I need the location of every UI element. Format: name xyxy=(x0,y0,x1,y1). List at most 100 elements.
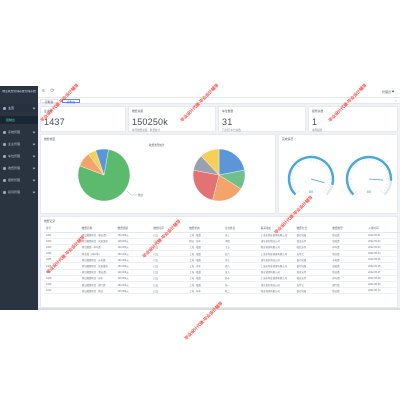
menu-item-icon xyxy=(3,166,6,170)
tab-console[interactable]: 控制台 xyxy=(62,98,81,104)
sidebar-item[interactable]: 收费管理 xyxy=(0,164,38,172)
table-cell: 已交 xyxy=(151,238,188,245)
table-header-cell: 缴费时间 xyxy=(151,225,188,233)
table-cell: 150,000元 xyxy=(115,256,152,264)
close-icon[interactable]: × xyxy=(394,98,397,103)
table-cell: 物业费 xyxy=(330,269,367,276)
table-cell: 支付宝 xyxy=(294,250,331,258)
table-row[interactable]: 1004 物业费（2022年） 150,000元 已交 上海 · 楼盘 赵六 上海市物业管理… xyxy=(44,250,400,258)
table-cell: 1003 xyxy=(44,244,80,252)
sidebar-item[interactable]: 系统管理 xyxy=(0,128,38,136)
horizontal-scrollbar[interactable] xyxy=(38,308,400,310)
table-cell: 陈二 xyxy=(222,287,259,295)
gauge-tick xyxy=(325,189,328,191)
menu-fold-icon[interactable]: ≡ xyxy=(42,88,45,94)
table-row[interactable]: 1002 测试缴费项目 · 房屋维修 108,000元 已交 物业 · 停车 李四 浦东新区… xyxy=(44,238,400,245)
gauge-card: 完成情况 89 85 xyxy=(278,134,398,214)
right-pie-slice[interactable] xyxy=(200,148,220,176)
table-cell: 物业 · 停车 xyxy=(187,238,223,245)
table-cell: 150,000元 xyxy=(115,281,152,289)
chevron-down-icon xyxy=(32,106,36,110)
table-cell: 测试缴费项目 · 房屋维修 xyxy=(79,262,116,270)
table-row[interactable]: 1005 测试缴费项目 · 水电费 150,000元 已交 上海 · 楼盘 孙七 浦东新区物… xyxy=(44,256,400,264)
table-cell: 维修费 xyxy=(330,238,367,245)
sidebar-item-label: 主页 xyxy=(8,106,15,110)
tab-home[interactable]: 控制台 xyxy=(40,98,59,104)
stat-value: 1437 xyxy=(44,117,65,127)
gauge-needle xyxy=(368,178,383,181)
table-row[interactable]: 1001 测试缴费项目（物业费） 150,000元 已交 上海 · 楼盘 张三 上海市物业管… xyxy=(44,232,400,239)
table-cell: 上海 · 楼盘 xyxy=(187,275,223,283)
chevron-down-icon xyxy=(32,166,36,170)
chevron-down-icon xyxy=(32,154,36,158)
table-cell: 2022-05-08 xyxy=(366,275,400,283)
table-cell: 赵六 xyxy=(222,250,259,258)
table-row[interactable]: 1003 测试缴费 · 停车费 120,000元 已交 上海 · 楼盘 王五 物业管理有限公… xyxy=(44,244,400,252)
sidebar-item-label: 投诉管理 xyxy=(8,190,21,194)
table-cell: 上海 · 楼盘 xyxy=(187,232,223,239)
gauge-value: 89 xyxy=(309,189,314,194)
table-row[interactable]: 1009 测试缴费项目 · 燃气费 150,000元 已交 上海 · 楼盘 钱一 浦东新区物… xyxy=(44,281,400,289)
sidebar: 物业收费管理系统管理系统 主页 控制台 系统管理 业主管理 车位管理 收费管理 报修管理 投诉… xyxy=(0,86,38,310)
right-pie-slice[interactable] xyxy=(218,148,245,176)
sidebar-item[interactable]: 控制台 xyxy=(0,116,38,124)
refresh-icon[interactable]: ⟳ xyxy=(50,88,55,94)
user-menu[interactable]: 管理员 xyxy=(382,89,395,94)
table-cell: 测试缴费项目 · 燃气费 xyxy=(79,281,116,289)
records-table: 序号 缴费名称 缴费金额 缴费时间 缴费状态 业主姓名 联系地址 缴费方式 收费类型 入住时间 1… xyxy=(44,225,400,295)
gauge-tick xyxy=(351,169,353,171)
table-cell: 物业费 xyxy=(330,250,367,258)
table-header-cell: 入住时间 xyxy=(366,225,400,233)
table-cell: 支付宝 xyxy=(294,281,331,289)
sidebar-item[interactable]: 报修管理 xyxy=(0,176,38,184)
table-cell: 银行转账 xyxy=(294,232,331,239)
sidebar-item[interactable]: 投诉管理 xyxy=(0,188,38,196)
menu-item-icon xyxy=(3,178,6,182)
table-cell: 已交 xyxy=(151,287,188,295)
pie-card-title: 缴费类型 xyxy=(44,137,56,141)
table-cell: 银行转账 xyxy=(294,287,331,295)
gauge-tick xyxy=(325,167,328,169)
sidebar-item-label: 系统管理 xyxy=(8,130,21,134)
table-cell: 燃气费 xyxy=(330,281,367,289)
stat-value: 150250k xyxy=(132,117,168,127)
gauge-tick xyxy=(319,161,321,163)
table-cell: 孙七 xyxy=(222,256,259,264)
table-row[interactable]: 1006 测试缴费项目 · 房屋维修 150,000元 已交 上海 · 停车 周八 上海市物… xyxy=(44,262,400,270)
table-cell: 100,000元 xyxy=(115,287,152,295)
table-cell: 上海 · 停车 xyxy=(187,262,223,270)
table-cell: 微信支付 xyxy=(294,244,331,252)
pie-charts: 物业 xyxy=(77,148,246,202)
table-cell: 停车费 xyxy=(330,275,367,283)
table-header-cell: 业主姓名 xyxy=(222,225,259,233)
left-pie-slice[interactable] xyxy=(95,148,109,176)
table-row[interactable]: 1010 测试缴费项目 · 物业 100,000元 已交 上海 · 停车 陈二 物业管理有限… xyxy=(44,287,400,295)
table-cell: 2022-05-07 xyxy=(366,269,400,276)
sidebar-item[interactable]: 车位管理 xyxy=(0,152,38,160)
sidebar-item[interactable]: 业主管理 xyxy=(0,140,38,148)
gauge-tick xyxy=(354,164,358,168)
table-cell: 1002 xyxy=(44,238,80,245)
table-row[interactable]: 1008 测试缴费项目 · 停车 100,000元 已交 上海 · 楼盘 郑十 上海市物业管… xyxy=(44,275,400,283)
table-cell: 2022-05-02 xyxy=(366,238,400,245)
gauge-tick xyxy=(359,161,361,163)
table-cell: 物业费 xyxy=(330,287,367,295)
table-cell: 测试缴费 · 停车费 xyxy=(79,244,116,252)
tab-bar: 控制台 控制台 × xyxy=(38,98,400,104)
sidebar-item[interactable]: 主页 xyxy=(0,104,38,112)
sidebar-item-label: 车位管理 xyxy=(8,154,21,158)
table-cell: 测试缴费项目（物业费） xyxy=(79,269,116,276)
table-cell: 吴九 xyxy=(222,269,259,276)
table-header-cell: 序号 xyxy=(44,225,80,233)
chevron-down-icon xyxy=(32,190,36,194)
gauge-tick xyxy=(380,190,384,194)
right-pie-slice[interactable] xyxy=(192,169,220,201)
table-row[interactable]: 1007 测试缴费项目（物业费） 140,000元 已交 上海 · 楼盘 吴九 物业管理有限… xyxy=(44,269,400,276)
table-header-cell: 收费类型 xyxy=(330,225,367,233)
table-cell: 上海市物业管理有限公司 xyxy=(258,250,295,258)
gauge-tick xyxy=(357,162,359,165)
table-header-cell: 缴费状态 xyxy=(187,225,223,233)
table-cell: 银行转账 xyxy=(294,256,331,264)
dashboard-app: 物业收费管理系统管理系统 主页 控制台 系统管理 业主管理 车位管理 收费管理 报修管理 投诉… xyxy=(0,86,400,310)
